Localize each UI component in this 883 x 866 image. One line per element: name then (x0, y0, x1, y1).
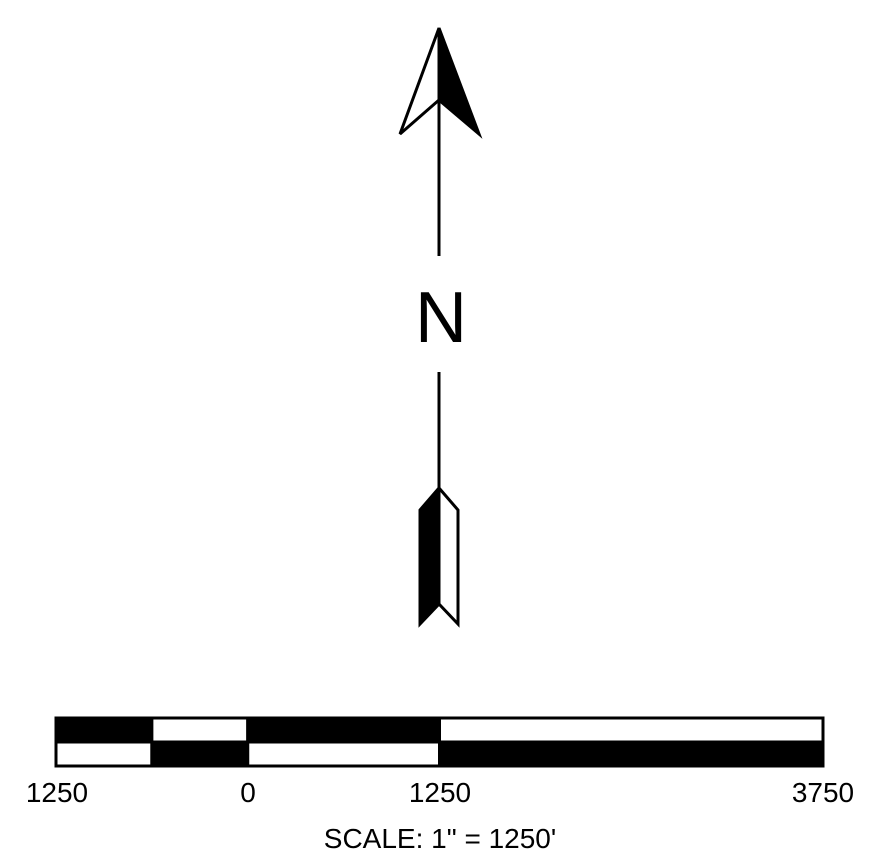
arrowhead-right-half-black (437, 27, 483, 139)
scale-tick-label: 0 (240, 777, 256, 808)
scale-bar-outline (54, 716, 825, 768)
scale-segment-top (438, 716, 825, 744)
scale-segment-bottom (246, 740, 441, 768)
scale-tick-label: 3750 (792, 777, 854, 808)
arrowhead-left-half-white (398, 27, 441, 136)
north-letter: N (415, 278, 467, 358)
scale-segment-top (246, 716, 441, 744)
scale-tick-label: 1250 (409, 777, 471, 808)
scale-tick-label: 1250 (26, 777, 88, 808)
scale-segment-bottom (54, 740, 154, 768)
scale-caption: SCALE: 1" = 1250' (324, 823, 556, 854)
feather-right-half-white (437, 483, 460, 628)
scale-segment-bottom (150, 740, 250, 768)
feather-left-half-black (418, 483, 441, 628)
scale-segment-top (150, 716, 250, 744)
scale-segment-bottom (438, 740, 825, 768)
scale-segment-top (54, 716, 154, 744)
scale-bar (54, 716, 825, 768)
north-arrow: N (398, 27, 483, 628)
